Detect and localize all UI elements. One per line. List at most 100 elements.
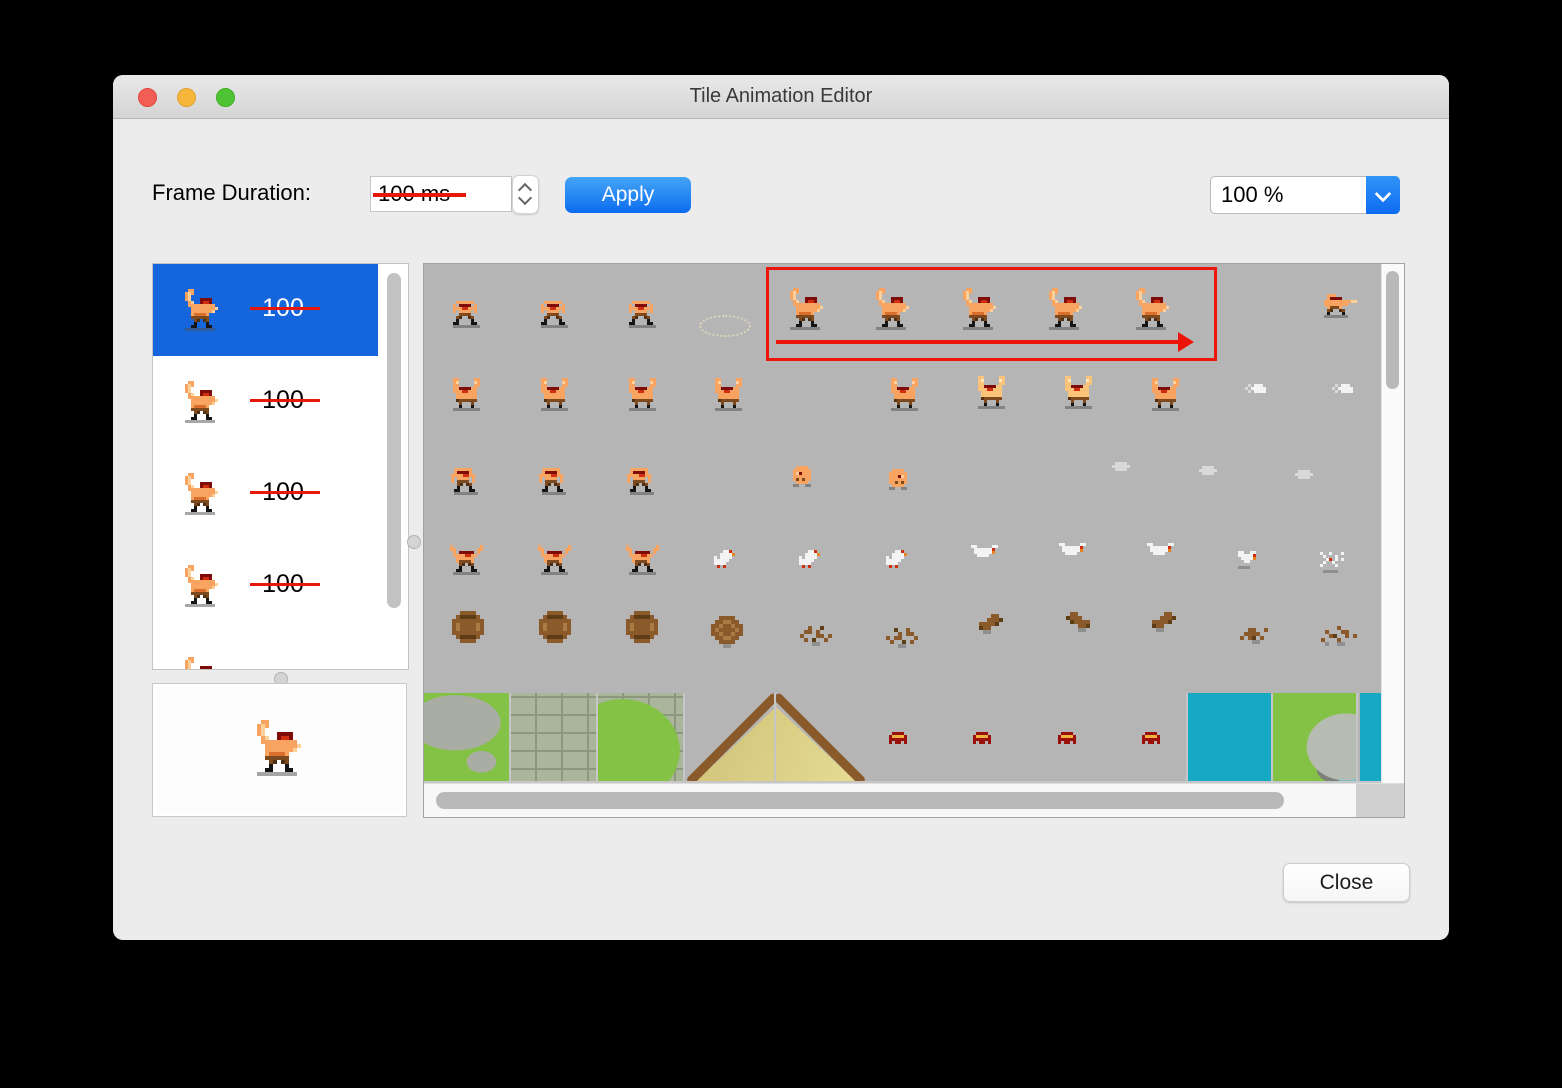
tile-gridline <box>683 693 685 781</box>
crab-sprite[interactable] <box>889 732 907 744</box>
feathers-sprite[interactable] <box>1320 552 1347 573</box>
minimize-window-icon[interactable] <box>177 88 196 107</box>
armsup-sprite[interactable] <box>450 378 483 411</box>
annotation-rectangle <box>766 267 1217 361</box>
crouch-sprite[interactable] <box>626 301 659 328</box>
frame-sprite-thumbnail <box>182 565 221 607</box>
zoom-dropdown-button[interactable] <box>1366 176 1400 214</box>
armsup_glow-sprite[interactable] <box>975 376 1008 409</box>
terrain-tiles <box>424 691 1384 787</box>
frame-duration-value: 100 ms <box>372 177 467 211</box>
terrain-tile-grass[interactable] <box>424 693 511 786</box>
barrel-sprite[interactable] <box>626 611 658 643</box>
frame-duration-value: 100 <box>250 478 320 506</box>
chicken-sprite[interactable] <box>883 550 907 568</box>
barrel-sprite[interactable] <box>539 611 571 643</box>
crouch-sprite[interactable] <box>538 301 571 328</box>
cheer-sprite[interactable] <box>450 545 483 575</box>
frame-duration-value: 100 <box>250 294 320 322</box>
tileset-vertical-scrollbar[interactable] <box>1381 264 1404 786</box>
chickfly-sprite[interactable] <box>971 545 998 557</box>
frame-sprite-thumbnail <box>182 657 221 669</box>
zoom-level-combobox[interactable]: 100 % <box>1210 176 1400 214</box>
dust-ring-sprite[interactable] <box>699 315 751 337</box>
animation-preview-panel <box>152 683 407 817</box>
animation-frame-list[interactable]: 100 100 100 100 <box>152 263 409 670</box>
armsup-sprite[interactable] <box>626 378 659 411</box>
terrain-tile-water[interactable] <box>1360 693 1384 786</box>
frame-duration-value: 100 <box>250 570 320 598</box>
punch-sprite[interactable] <box>1321 294 1357 318</box>
armsup-sprite[interactable] <box>712 378 745 411</box>
debris-sprite[interactable] <box>886 628 918 648</box>
terrain-tile-water[interactable] <box>1188 693 1273 786</box>
armsup-sprite[interactable] <box>888 378 921 411</box>
terrain-tile-grassrock[interactable] <box>1273 693 1358 786</box>
frame-list-item[interactable]: 100 <box>153 264 378 356</box>
barrel-sprite[interactable] <box>452 611 484 643</box>
roll-sprite[interactable] <box>790 466 814 487</box>
chicken-sprite[interactable] <box>711 550 735 568</box>
fist-sprite[interactable] <box>1242 384 1266 393</box>
crouch-sprite[interactable] <box>450 301 483 328</box>
frame-list-item[interactable]: 100 <box>153 540 378 632</box>
barreltip-sprite[interactable] <box>711 616 743 648</box>
smoke-sprite[interactable] <box>1112 462 1130 471</box>
smoke-sprite[interactable] <box>1199 466 1217 475</box>
frame-duration-label: Frame Duration: <box>152 180 311 205</box>
scrollbar-corner <box>1356 784 1404 817</box>
chickland-sprite[interactable] <box>1235 551 1262 569</box>
tileset-vertical-scrollbar-thumb[interactable] <box>1386 271 1399 389</box>
terrain-tile-stone[interactable] <box>511 693 598 786</box>
frame-list-scrollbar[interactable] <box>384 264 404 669</box>
smoke-sprite[interactable] <box>1295 470 1313 479</box>
frame-duration-value: 100 <box>250 386 320 414</box>
stand-sprite[interactable] <box>451 468 481 495</box>
frame-list-item[interactable]: 100 <box>153 356 378 448</box>
armsup-sprite[interactable] <box>538 378 571 411</box>
chickfly-sprite[interactable] <box>1147 543 1174 555</box>
chicken-sprite[interactable] <box>796 550 820 568</box>
frame-list-item-partial[interactable] <box>153 632 378 669</box>
fist-sprite[interactable] <box>1329 384 1353 393</box>
zoom-window-icon[interactable] <box>216 88 235 107</box>
tileset-horizontal-scrollbar-thumb[interactable] <box>436 792 1284 809</box>
titlebar[interactable]: Tile Animation Editor <box>113 75 1449 119</box>
tileset-horizontal-scrollbar[interactable] <box>424 783 1404 817</box>
crab-sprite[interactable] <box>1142 732 1160 744</box>
terrain-tile-stonegrass[interactable] <box>598 693 685 786</box>
tile-gridline <box>509 693 511 781</box>
stand-sprite[interactable] <box>627 468 657 495</box>
crab-sprite[interactable] <box>1058 732 1076 744</box>
zoom-level-value: 100 % <box>1221 182 1284 207</box>
tile-gridline <box>1271 693 1273 781</box>
frame-list-item[interactable]: 100 <box>153 448 378 540</box>
crab-sprite[interactable] <box>973 732 991 744</box>
close-window-icon[interactable] <box>138 88 157 107</box>
stickfly-sprite[interactable] <box>1240 628 1268 644</box>
chevron-down-icon <box>1374 185 1392 203</box>
stand-sprite[interactable] <box>539 468 569 495</box>
tileset-view[interactable] <box>423 263 1405 818</box>
splitter-handle-vertical[interactable] <box>407 535 421 549</box>
tile-gridline <box>1186 693 1188 781</box>
roll-sprite[interactable] <box>886 469 910 490</box>
stick-sprite[interactable] <box>1066 612 1090 632</box>
close-button[interactable]: Close <box>1283 863 1410 902</box>
cheer-sprite[interactable] <box>626 545 659 575</box>
tent-body <box>691 707 861 786</box>
cheer-sprite[interactable] <box>538 545 571 575</box>
tile-gridline <box>1356 693 1358 781</box>
chickfly-sprite[interactable] <box>1059 543 1086 555</box>
frame-duration-input[interactable]: 100 ms <box>370 176 512 212</box>
frame-duration-stepper[interactable] <box>512 175 539 214</box>
armsup_glow-sprite[interactable] <box>1062 376 1095 409</box>
stick-sprite[interactable] <box>979 614 1003 634</box>
stick-sprite[interactable] <box>1152 612 1176 632</box>
frame-list-scrollbar-thumb[interactable] <box>387 273 401 608</box>
terrain-tile-tent[interactable] <box>685 691 867 787</box>
debris-sprite[interactable] <box>800 626 832 646</box>
scatter-sprite[interactable] <box>1321 626 1357 646</box>
armsup-sprite[interactable] <box>1149 378 1182 411</box>
apply-button[interactable]: Apply <box>565 177 691 213</box>
